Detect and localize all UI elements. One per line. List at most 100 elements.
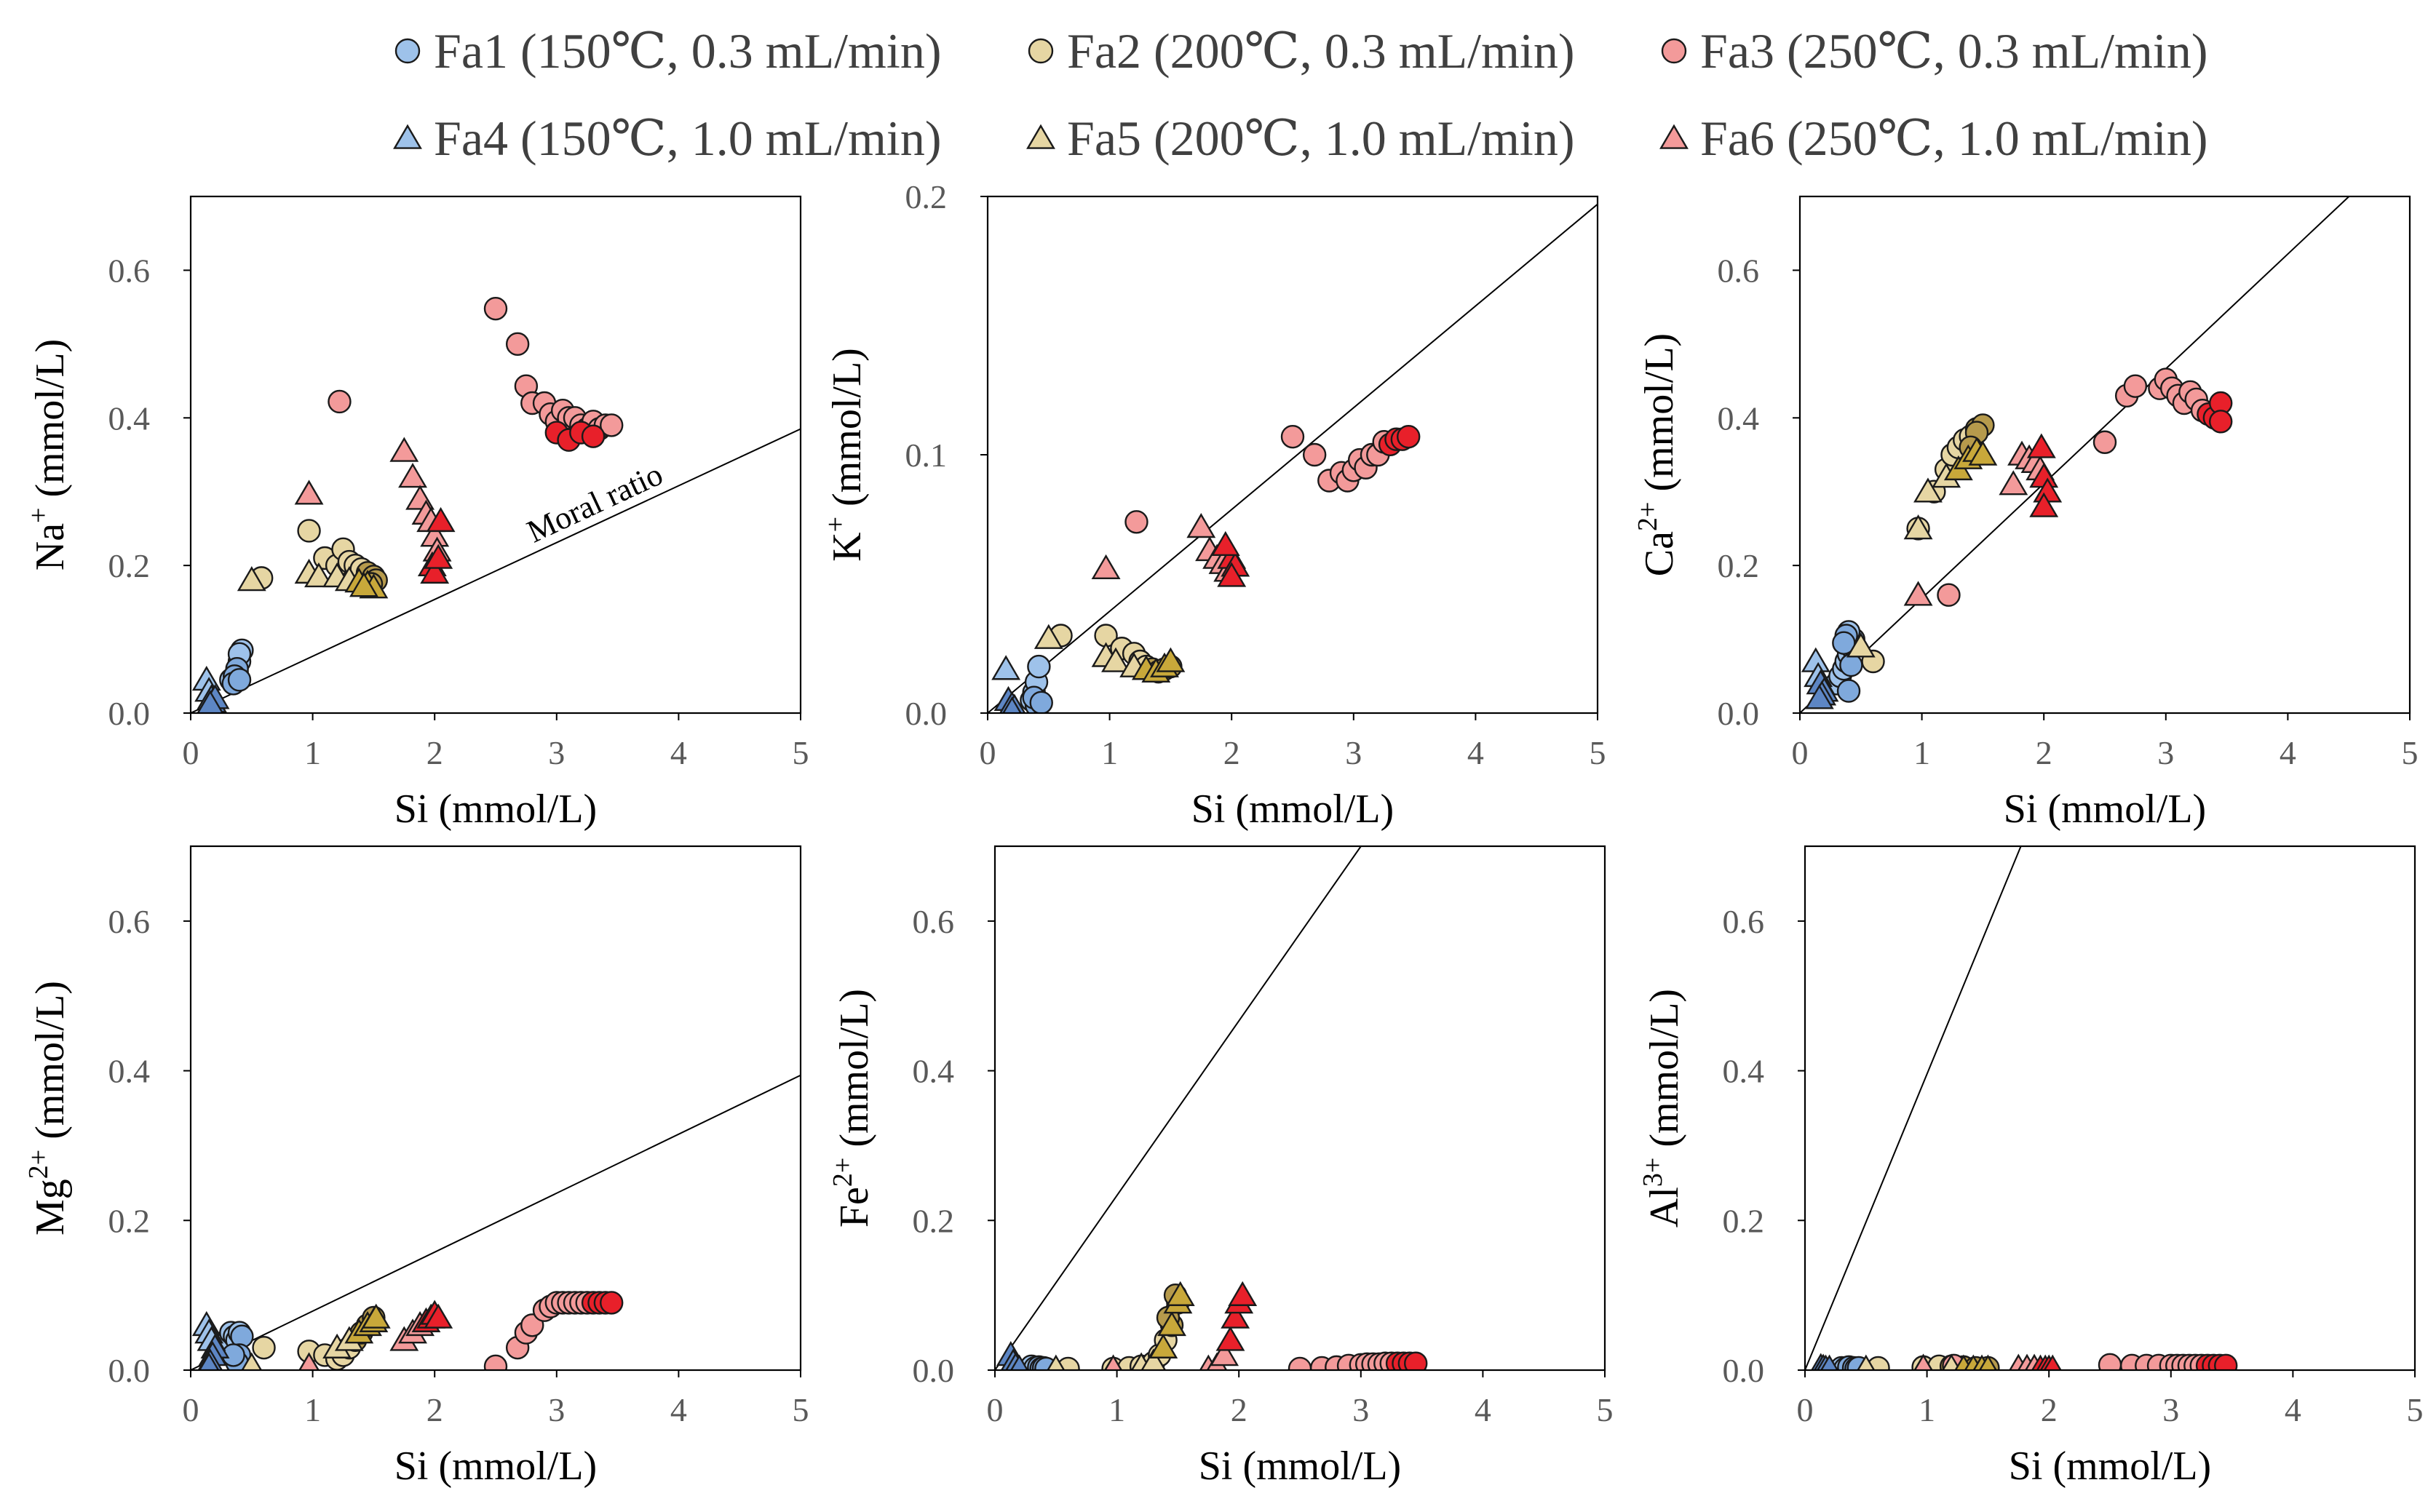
data-point-fa6 (294, 480, 324, 505)
data-point-fa6 (1999, 470, 2028, 496)
data-point-fa5 (1913, 477, 1943, 503)
scatter-panel: 0 1 2 3 4 5 0.0 0.2 0.4 0.6 Si (mmol/L) Ca2+ (mmol/… (1632, 195, 2419, 832)
data-point-fa6 (2043, 1354, 2062, 1370)
y-tick-label: 0.6 (1723, 903, 1765, 940)
data-point-fa5 (1157, 1310, 1186, 1337)
data-point-fa3 (1288, 1356, 1312, 1370)
data-point-fa6 (1217, 562, 1247, 587)
x-tick-label: 2 (2036, 734, 2052, 771)
data-point-fa3 (2092, 430, 2117, 454)
data-point-fa3 (1397, 424, 1421, 449)
x-tick-label: 5 (1597, 1391, 1614, 1428)
data-point-fa5 (1148, 1333, 1178, 1358)
legend-entry: Fa6 (250℃, 1.0 mL/min) (1659, 111, 2207, 166)
data-point-fa4 (198, 1352, 220, 1370)
legend-entry: Fa2 (200℃, 0.3 mL/min) (1028, 23, 1574, 79)
data-point-fa5 (237, 566, 266, 592)
data-point-fa6 (1913, 1353, 1933, 1370)
data-point-fa6 (1210, 530, 1240, 557)
x-tick-label: 0 (980, 734, 996, 771)
data-point-fa1 (227, 668, 252, 692)
data-point-fa4 (1002, 696, 1022, 713)
plot-frame (1798, 195, 2411, 715)
ratio-line (191, 428, 801, 713)
data-point-fa5 (1140, 1348, 1167, 1370)
data-point-fa6 (426, 506, 456, 533)
points (991, 424, 1421, 713)
y-tick-label: 0.0 (905, 695, 948, 732)
x-tick-label: 5 (1590, 734, 1606, 771)
legend-label: Fa4 (150℃, 1.0 mL/min) (434, 111, 941, 166)
ratio-line (191, 1074, 801, 1370)
x-tick-label: 3 (1352, 1391, 1369, 1428)
data-point-fa6 (398, 463, 427, 488)
data-point-fa5 (1846, 632, 1876, 658)
data-point-fa5 (1857, 1354, 1876, 1370)
x-tick-label: 1 (1919, 1391, 1935, 1428)
y-tick-label: 0.4 (108, 1053, 151, 1090)
ratio-line (1805, 846, 2022, 1370)
y-axis-label: Na+ (mmol/L) (23, 339, 73, 570)
x-tick-label: 2 (427, 734, 443, 771)
legend-label: Fa3 (250℃, 0.3 mL/min) (1700, 23, 2207, 79)
x-tick-label: 4 (2280, 734, 2296, 771)
y-tick-label: 0.0 (913, 1352, 955, 1389)
data-point-fa3 (2214, 1353, 2238, 1370)
points (191, 296, 624, 713)
y-tick-label: 0.2 (108, 1202, 151, 1239)
y-tick-label: 0.2 (108, 547, 151, 584)
plot-frame (189, 195, 802, 715)
y-tick-label: 0.0 (1718, 695, 1760, 732)
x-tick-label: 4 (1475, 1391, 1491, 1428)
x-tick-label: 4 (1467, 734, 1484, 771)
data-point-fa4 (1820, 1354, 1839, 1370)
data-point-fa4 (1804, 684, 1834, 709)
data-point-fa5 (1978, 1354, 1997, 1370)
data-point-fa3 (483, 1354, 508, 1370)
legend-marker-circle (1661, 38, 1687, 64)
data-point-fa6 (298, 1352, 320, 1370)
y-tick-label: 0.2 (1723, 1202, 1765, 1239)
data-point-fa3 (483, 296, 508, 321)
y-axis-label: Al3+ (mmol/L) (1638, 989, 1687, 1227)
plot-frame (189, 845, 802, 1372)
x-tick-label: 2 (427, 1391, 443, 1428)
data-point-fa6 (424, 544, 453, 569)
y-tick-label: 0.6 (108, 252, 151, 289)
plot-frame (986, 195, 1599, 715)
y-tick-label: 0.2 (1718, 547, 1760, 584)
y-axis-label: Fe2+ (mmol/L) (828, 989, 877, 1227)
legend-label: Fa2 (200℃, 0.3 mL/min) (1067, 23, 1574, 79)
y-tick-label: 0.6 (1718, 252, 1760, 289)
ratio-line (995, 846, 1362, 1370)
scatter-panel: 0 1 2 3 4 5 0.0 0.2 0.4 0.6 Si (mmol/L) Mg2+ (mmol/… (23, 845, 809, 1489)
y-tick-label: 0.0 (108, 1352, 151, 1389)
y-tick-label: 0.4 (1723, 1053, 1765, 1090)
y-tick-label: 0.0 (108, 695, 151, 732)
legend-entry: Fa5 (200℃, 1.0 mL/min) (1026, 111, 1574, 166)
panels: Moral ratio 0 1 2 3 4 5 0.0 0.2 0.4 0.6 Si (mmol/L)… (23, 178, 2424, 1489)
x-axis-label: Si (mmol/L) (2009, 1444, 2211, 1489)
points (1801, 367, 2233, 709)
scatter-panel: 0 1 2 3 4 5 0.0 0.1 0.2 Si (mmol/L) K+ (mmol/L) (820, 178, 1606, 832)
data-point-fa4 (1010, 1354, 1029, 1370)
legend-label: Fa6 (250℃, 1.0 mL/min) (1700, 111, 2207, 166)
x-tick-label: 0 (183, 1391, 199, 1428)
x-tick-label: 2 (2041, 1391, 2058, 1428)
data-point-fa3 (600, 413, 624, 437)
y-tick-label: 0.4 (1718, 399, 1760, 437)
data-point-fa5 (1968, 440, 1998, 466)
data-point-fa3 (1937, 583, 1961, 607)
data-point-fa6 (2026, 433, 2056, 458)
y-axis-label: K+ (mmol/L) (820, 348, 870, 562)
x-tick-label: 5 (2402, 734, 2419, 771)
points (996, 1281, 1428, 1370)
scatter-panel: Moral ratio 0 1 2 3 4 5 0.0 0.2 0.4 0.6 Si (mmol/L)… (23, 195, 809, 832)
data-point-fa3 (600, 1291, 624, 1315)
data-point-fa4 (991, 655, 1021, 680)
x-tick-label: 2 (1223, 734, 1240, 771)
x-tick-label: 3 (2162, 1391, 2179, 1428)
data-point-fa3 (1124, 510, 1148, 534)
points (191, 1291, 624, 1370)
y-tick-label: 0.2 (913, 1202, 955, 1239)
